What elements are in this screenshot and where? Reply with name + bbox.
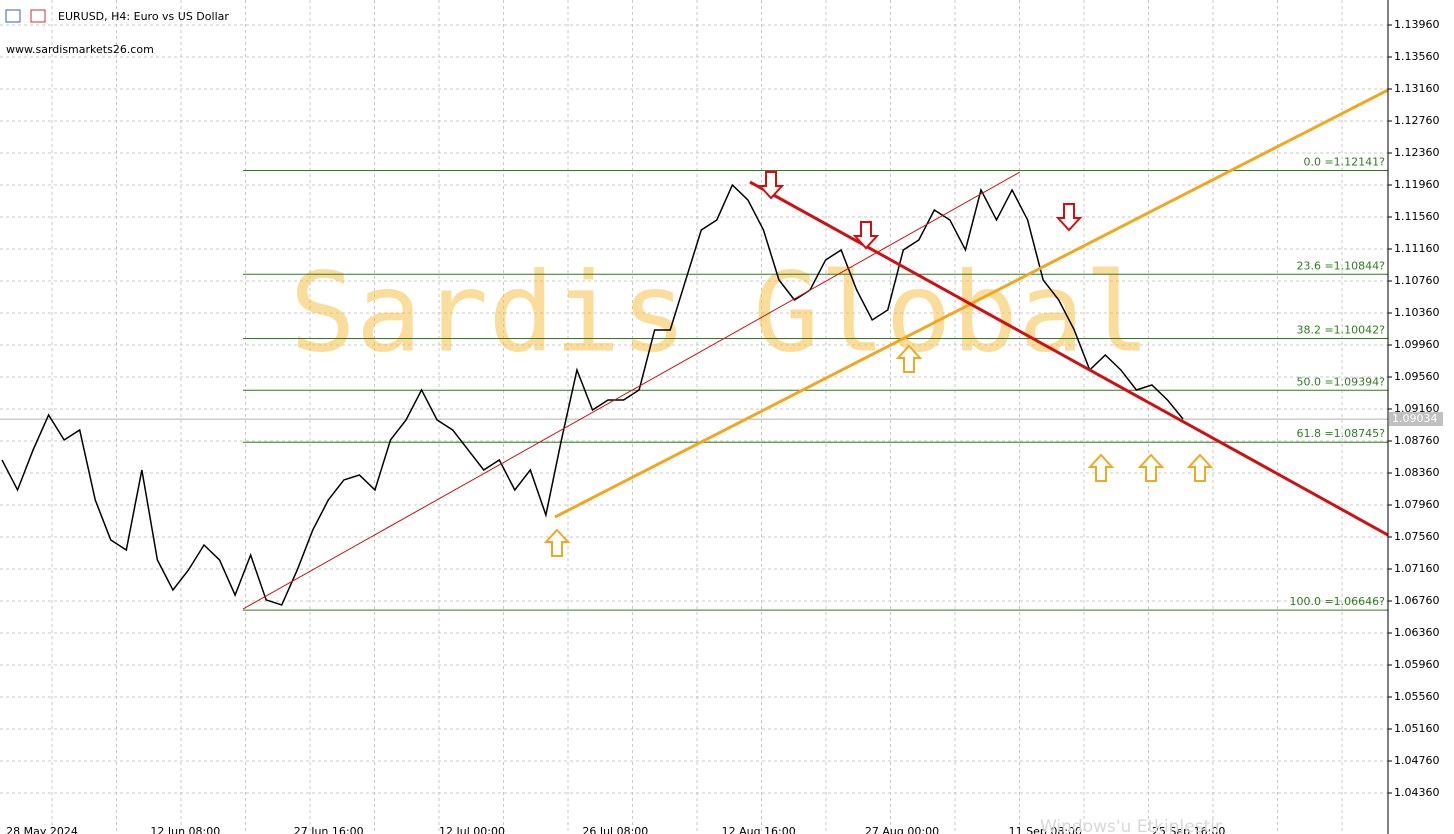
up-arrows bbox=[543, 344, 1214, 557]
trend-line bbox=[242, 171, 1021, 610]
icon bbox=[30, 9, 46, 23]
chart-title: EURUSD, H4: Euro vs US Dollar bbox=[58, 10, 229, 23]
y-tick-label: 1.05960 bbox=[1394, 658, 1440, 671]
y-tick-label: 1.07560 bbox=[1394, 530, 1440, 543]
y-tick-label: 1.07960 bbox=[1394, 498, 1440, 511]
y-tick-label: 1.12760 bbox=[1394, 114, 1440, 127]
y-tick-label: 1.06760 bbox=[1394, 594, 1440, 607]
y-tick-label: 1.13560 bbox=[1394, 50, 1440, 63]
x-tick-label: 12 Aug 16:00 bbox=[722, 825, 796, 834]
y-tick-label: 1.08760 bbox=[1394, 434, 1440, 447]
fib-label: 61.8 =1.08745? bbox=[1296, 427, 1385, 440]
y-tick-label: 1.05160 bbox=[1394, 722, 1440, 735]
x-tick-label: 12 Jul 00:00 bbox=[439, 825, 505, 834]
current-price-label: 1.09034 bbox=[1392, 412, 1438, 425]
y-tick-label: 1.09960 bbox=[1394, 338, 1440, 351]
fib-label: 50.0 =1.09394? bbox=[1296, 375, 1385, 388]
vertical-grid bbox=[0, 0, 1388, 834]
x-tick-label: 27 Aug 00:00 bbox=[865, 825, 939, 834]
x-tick-label: 28 May 2024 bbox=[6, 825, 78, 834]
x-tick-label: 27 Jun 16:00 bbox=[294, 825, 364, 834]
y-tick-label: 1.10360 bbox=[1394, 306, 1440, 319]
fib-label: 0.0 =1.12141? bbox=[1303, 156, 1385, 169]
y-tick-label: 1.06360 bbox=[1394, 626, 1440, 639]
trend-line bbox=[749, 180, 1389, 537]
price-line bbox=[1, 183, 1184, 606]
subtitle: www.sardismarkets26.com bbox=[6, 43, 154, 56]
y-tick-label: 1.05560 bbox=[1394, 690, 1440, 703]
x-tick-label: 11 Sep 08:00 bbox=[1009, 825, 1082, 834]
y-tick-label: 1.13960 bbox=[1394, 18, 1440, 31]
y-tick-label: 1.13160 bbox=[1394, 82, 1440, 95]
y-tick-label: 1.04760 bbox=[1394, 754, 1440, 767]
down-arrows bbox=[757, 171, 1083, 250]
y-tick-label: 1.08360 bbox=[1394, 466, 1440, 479]
y-tick-label: 1.04360 bbox=[1394, 786, 1440, 799]
watermark: Sardis Global bbox=[290, 248, 1151, 376]
x-tick-label: 25 Sep 16:00 bbox=[1152, 825, 1225, 834]
y-tick-label: 1.11960 bbox=[1394, 178, 1440, 191]
y-tick-label: 1.09160 bbox=[1394, 402, 1440, 415]
y-tick-label: 1.10760 bbox=[1394, 274, 1440, 287]
fib-label: 38.2 =1.10042? bbox=[1296, 323, 1385, 336]
y-tick-label: 1.09560 bbox=[1394, 370, 1440, 383]
fib-label: 23.6 =1.10844? bbox=[1296, 259, 1385, 272]
os-notice: Windows'u Etkinleştir bbox=[1040, 817, 1222, 834]
x-tick-label: 26 Jul 08:00 bbox=[582, 825, 648, 834]
y-tick-label: 1.12360 bbox=[1394, 146, 1440, 159]
y-tick-label: 1.07160 bbox=[1394, 562, 1440, 575]
y-tick-label: 1.11560 bbox=[1394, 210, 1440, 223]
current-price-box bbox=[1389, 412, 1443, 427]
y-tick-label: 1.11160 bbox=[1394, 242, 1440, 255]
fib-label: 100.0 =1.06646? bbox=[1289, 595, 1385, 608]
icon bbox=[5, 9, 21, 23]
x-tick-label: 12 Jun 08:00 bbox=[150, 825, 220, 834]
